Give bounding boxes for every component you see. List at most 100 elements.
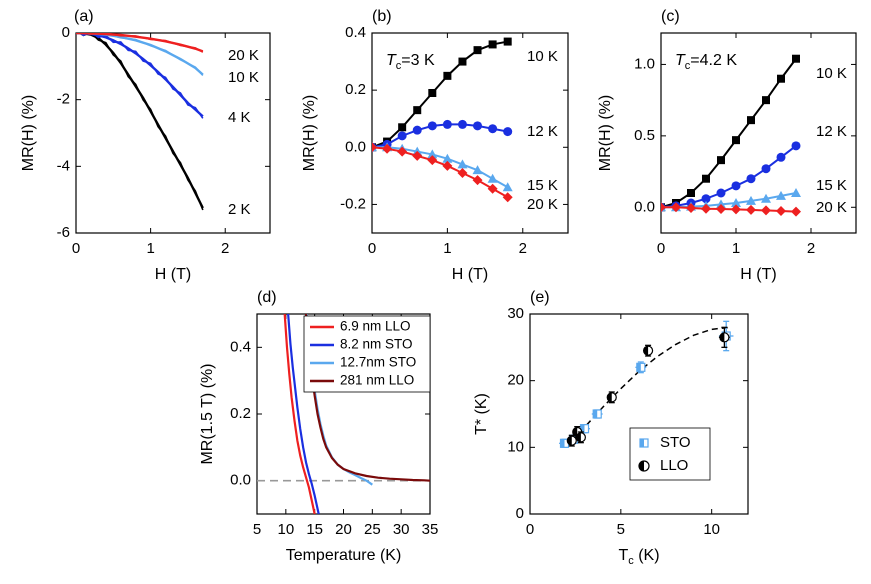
data-point-triangle [442, 153, 453, 163]
panel-label: (e) [530, 289, 550, 306]
data-point-square [413, 106, 422, 115]
series-label: 20 K [527, 196, 558, 213]
data-point-square [717, 156, 725, 165]
x-tick-label: 2 [519, 240, 527, 257]
plot-frame [660, 32, 857, 234]
data-point-triangle [472, 165, 483, 175]
data-point-circle [716, 188, 726, 198]
legend-label: 8.2 nm STO [340, 337, 413, 352]
x-tick-label: 5 [617, 521, 625, 538]
data-point-triangle [761, 193, 771, 203]
series-label: 12 K [527, 123, 558, 140]
y-axis-label: MR(H) (%) [20, 95, 37, 171]
tc-annotation: Tc=4.2 K [675, 52, 737, 72]
series-line [661, 206, 797, 213]
data-point-triangle [746, 195, 756, 205]
x-tick-label: 1 [146, 240, 154, 257]
data-point-diamond [397, 146, 408, 157]
plot-frame [75, 32, 271, 234]
series-label: 10 K [228, 69, 259, 86]
series-label: 20 K [816, 199, 847, 216]
data-point-half-square-fill [593, 410, 598, 418]
y-tick-label: 0.4 [345, 24, 366, 41]
y-tick-label: 30 [507, 305, 524, 322]
data-point-triangle [457, 159, 468, 169]
plot-frame [529, 313, 749, 515]
plot-area [76, 33, 204, 211]
x-axis-label: H (T) [740, 266, 776, 283]
y-axis-label: MR(1.5 T) (%) [199, 363, 216, 464]
series-line [661, 58, 797, 209]
x-tick-label: 10 [703, 521, 720, 538]
x-tick-label: 25 [364, 521, 381, 538]
x-axis-label: H (T) [155, 266, 191, 283]
y-tick-label: 0.5 [634, 127, 655, 144]
x-tick-label: 1 [443, 240, 451, 257]
data-point-circle [457, 119, 467, 129]
data-point-diamond [502, 192, 513, 203]
plot-area [283, 314, 430, 514]
series-line-trace [77, 33, 204, 119]
data-point-diamond [472, 175, 483, 186]
data-point-diamond [382, 143, 393, 154]
panel-label: (d) [257, 289, 277, 306]
data-point-half-circle-fill [567, 436, 572, 446]
panel-label: (b) [372, 8, 392, 25]
tc-annotation-rest: =3 K [401, 52, 435, 69]
plot-frame [371, 32, 569, 234]
data-point-half-circle-fill [572, 427, 578, 437]
y-tick-label: 10 [507, 438, 524, 455]
plot-area [372, 37, 513, 203]
y-tick-label: 0.2 [345, 81, 366, 98]
data-point-square [398, 123, 407, 132]
data-point-circle [731, 181, 741, 191]
y-tick-label: 0.4 [230, 338, 251, 355]
data-point-half-square-fill [560, 439, 565, 448]
data-point-square [488, 40, 497, 49]
data-point-diamond [661, 202, 666, 213]
data-point-circle [746, 174, 756, 184]
data-point-diamond [442, 160, 453, 171]
x-tick-label: 30 [393, 521, 410, 538]
data-point-diamond [412, 150, 423, 161]
x-tick-label: 0 [526, 521, 534, 538]
data-point-square [503, 37, 512, 46]
y-tick-label: 0.0 [345, 138, 366, 155]
series-line [661, 145, 797, 209]
data-point-diamond [776, 206, 786, 216]
legend-box [303, 315, 431, 393]
data-point-circle [427, 121, 437, 131]
series-line [287, 314, 320, 514]
panel-c: 0 1 2 0.0 0.5 1.0 (c) MR(H) (%) H (T) Tc=4.2 K 10 … [597, 8, 857, 283]
data-point-square [702, 174, 710, 183]
x-tick-label: 2 [807, 240, 815, 257]
data-point-circle [397, 131, 407, 141]
data-point-half-square-fill [636, 363, 641, 372]
legend-box [629, 427, 711, 481]
panel-a: 0 1 2-6-4-20(a)MR(H) (%)H (T)2 K4 K10 K20 … [20, 8, 271, 283]
data-point-square [747, 116, 755, 125]
series-label: 10 K [816, 65, 847, 82]
legend-swatch-fill [639, 461, 644, 471]
y-tick-label: -6 [57, 224, 70, 241]
series-line [76, 33, 204, 209]
legend-label: 6.9 nm LLO [340, 319, 411, 334]
y-tick-label: 0.2 [230, 405, 251, 422]
data-point-triangle [791, 188, 801, 197]
y-axis-label: MR(H) (%) [301, 95, 318, 171]
y-tick-label: -4 [57, 157, 70, 174]
x-tick-label: 5 [253, 521, 261, 538]
data-point-square [762, 96, 770, 105]
series-label: 12 K [816, 123, 847, 140]
data-point-square [687, 189, 695, 197]
y-tick-label: 1.0 [634, 55, 655, 72]
data-point-half-circle-fill [719, 332, 725, 342]
y-axis-label: MR(H) (%) [597, 95, 614, 171]
series-label: 4 K [228, 109, 251, 126]
series-line-trace [77, 33, 204, 211]
y-axis-label: T* (K) [473, 393, 490, 435]
data-point-half-circle-fill [643, 346, 649, 356]
series-line [372, 146, 509, 189]
data-point-triangle [776, 190, 786, 200]
data-point-diamond [487, 183, 498, 194]
